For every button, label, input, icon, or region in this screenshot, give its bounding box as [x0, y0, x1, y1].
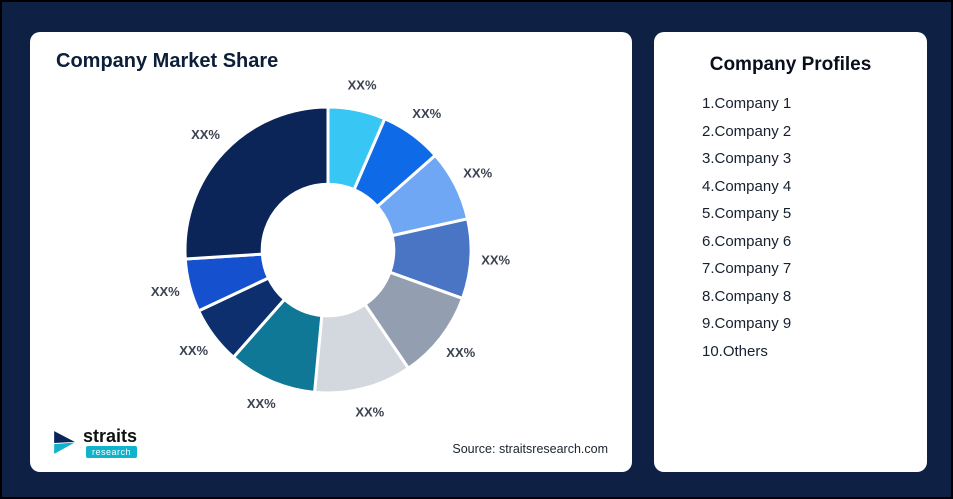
slice-label: XX% — [191, 127, 220, 142]
donut-chart: XX% XX% XX% XX% XX% XX% XX% XX% XX% XX% — [151, 77, 511, 420]
list-item: 3.Company 3 — [702, 150, 792, 167]
chart-title: Company Market Share — [56, 50, 279, 72]
logo-icon — [54, 430, 75, 454]
slice-label: XX% — [481, 253, 510, 268]
list-item: 9.Company 9 — [702, 315, 792, 332]
list-item: 2.Company 2 — [702, 122, 792, 140]
list-item: 4.Company 4 — [702, 177, 792, 195]
logo-text: straits research — [83, 426, 138, 458]
company-profiles-card: Company Profiles 1.Company 1 2.Company 2 3… — [654, 32, 927, 472]
straits-research-logo: straits research — [52, 426, 138, 458]
slice-label: XX% — [247, 396, 276, 411]
slice-label: XX% — [179, 343, 208, 358]
slice-label: XX% — [412, 106, 441, 121]
list-item: 5.Company 5 — [702, 205, 792, 222]
list-item: 7.Company 7 — [702, 260, 792, 277]
list-item: 8.Company 8 — [702, 287, 792, 305]
slice-label: XX% — [463, 166, 492, 181]
company-list: 1.Company 1 2.Company 2 3.Company 3 4.Compa… — [654, 90, 927, 365]
slice-label: XX% — [348, 77, 377, 92]
slice-label: XX% — [151, 284, 180, 299]
list-item: 6.Company 6 — [702, 232, 792, 250]
slice-label: XX% — [355, 405, 384, 420]
list-item: 10.Others — [702, 342, 768, 360]
logo-name: straits — [83, 426, 138, 446]
list-item: 1.Company 1 — [702, 95, 792, 112]
pie-slice-others — [183, 105, 330, 261]
source-note: Source: straitsresearch.com — [452, 442, 608, 456]
profiles-title: Company Profiles — [709, 54, 872, 75]
slice-label: XX% — [446, 345, 475, 360]
logo-subtitle: research — [86, 446, 138, 458]
market-share-card: Company Market Share XX% XX% XX% XX% XX% XX% X… — [30, 32, 632, 472]
